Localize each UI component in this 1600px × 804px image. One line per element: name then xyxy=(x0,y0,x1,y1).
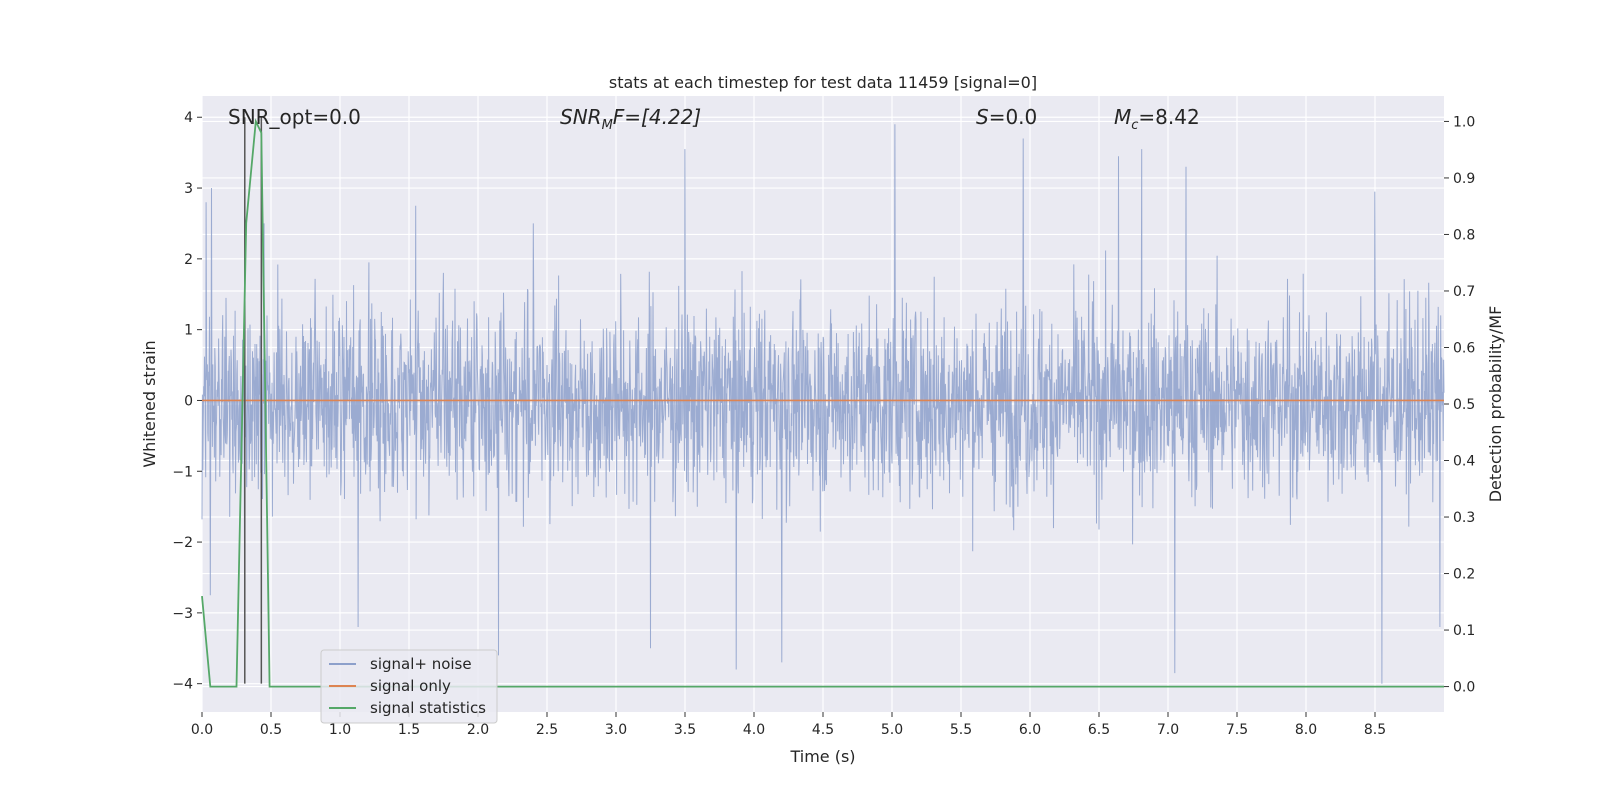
right-y-tick-label: 0.7 xyxy=(1453,284,1475,300)
right-y-tick-label: 0.8 xyxy=(1453,227,1475,243)
x-tick-label: 4.0 xyxy=(743,722,765,738)
left-y-tick-label: 3 xyxy=(184,181,193,197)
x-tick-label: 5.5 xyxy=(950,722,972,738)
left-y-tick-label: 4 xyxy=(184,110,193,126)
right-y-tick-label: 0.9 xyxy=(1453,171,1475,187)
right-y-tick-label: 0.0 xyxy=(1453,680,1475,696)
snr-opt-annotation: SNR_opt=0.0 xyxy=(228,105,361,129)
x-tick-label: 8.5 xyxy=(1364,722,1386,738)
x-tick-label: 1.5 xyxy=(398,722,420,738)
right-y-tick-label: 0.3 xyxy=(1453,510,1475,526)
right-y-tick-label: 0.1 xyxy=(1453,623,1475,639)
left-y-tick-label: −1 xyxy=(172,464,193,480)
mc-annotation: Mc=8.42 xyxy=(1114,105,1200,133)
legend-label-statistics: signal statistics xyxy=(370,699,486,717)
noise-series xyxy=(201,124,1445,684)
x-tick-label: 0.5 xyxy=(260,722,282,738)
x-tick-label: 6.5 xyxy=(1088,722,1110,738)
x-tick-label: 3.0 xyxy=(605,722,627,738)
x-tick-label: 6.0 xyxy=(1019,722,1041,738)
statistics-series xyxy=(201,118,1444,688)
x-tick-label: 5.0 xyxy=(881,722,903,738)
right-y-tick-label: 0.5 xyxy=(1453,397,1475,413)
x-tick-label: 7.5 xyxy=(1226,722,1248,738)
snr-mf-annotation: SNRMF=[4.22] xyxy=(560,105,701,133)
right-axis-label: Detection probability/MF xyxy=(1486,306,1505,503)
left-axis-ticks: 4 3 2 1 0 −1 −2 −3 −4 xyxy=(172,110,202,693)
left-axis-label: Whitened strain xyxy=(140,340,159,467)
left-y-tick-label: 2 xyxy=(184,252,193,268)
x-tick-label: 4.5 xyxy=(812,722,834,738)
left-y-tick-label: 1 xyxy=(184,323,193,339)
right-axis-ticks: 1.0 0.9 0.8 0.7 0.6 0.5 0.4 0.3 0.2 0.1 0.0 xyxy=(1444,114,1475,696)
x-tick-label: 3.5 xyxy=(674,722,696,738)
chart-title: stats at each timestep for test data 114… xyxy=(609,73,1037,92)
legend-label-signal: signal only xyxy=(370,677,451,695)
x-axis-ticks: 0.0 0.5 1.0 1.5 2.0 2.5 3.0 3.5 4.0 4.5 5.0 5.5 6.0 6… xyxy=(191,712,1386,738)
signal-noise-line xyxy=(201,124,1445,684)
x-tick-label: 2.5 xyxy=(536,722,558,738)
right-y-tick-label: 0.2 xyxy=(1453,567,1475,583)
x-tick-label: 7.0 xyxy=(1157,722,1179,738)
right-y-tick-label: 0.4 xyxy=(1453,454,1475,470)
s-annotation: S=0.0 xyxy=(976,105,1037,129)
right-y-tick-label: 0.6 xyxy=(1453,340,1475,356)
left-y-tick-label: −2 xyxy=(172,535,193,551)
legend-label-noise: signal+ noise xyxy=(370,655,472,673)
left-y-tick-label: −4 xyxy=(172,677,193,693)
x-axis-label: Time (s) xyxy=(789,747,855,766)
left-y-tick-label: 0 xyxy=(184,393,193,409)
right-y-tick-label: 1.0 xyxy=(1453,114,1475,130)
marker-lines xyxy=(244,117,263,684)
signal-statistics-line xyxy=(201,118,1444,688)
x-tick-label: 2.0 xyxy=(467,722,489,738)
legend: signal+ noise signal only signal statist… xyxy=(320,649,498,724)
legend-box xyxy=(320,649,498,724)
left-y-tick-label: −3 xyxy=(172,606,193,622)
x-tick-label: 8.0 xyxy=(1295,722,1317,738)
x-tick-label: 1.0 xyxy=(329,722,351,738)
x-tick-label: 0.0 xyxy=(191,722,213,738)
